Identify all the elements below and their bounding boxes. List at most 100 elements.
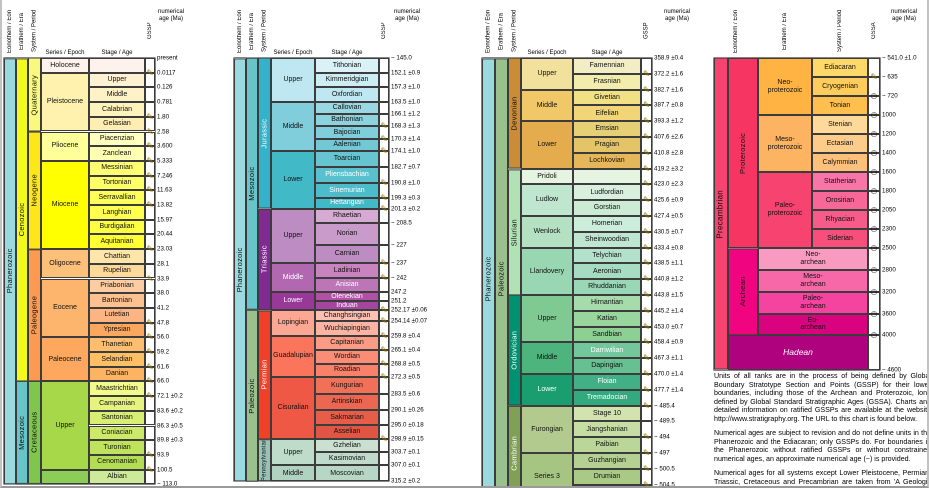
column-header-eon: Eonothem / Eon bbox=[237, 9, 243, 53]
gssp-strip-cell bbox=[145, 352, 155, 367]
gssp-marker-icon: ✎ bbox=[642, 178, 651, 189]
stage-cell: Telychian bbox=[573, 247, 641, 264]
age-label: 443.8 ±1.5 bbox=[654, 291, 684, 299]
gssp-strip-cell bbox=[868, 335, 880, 370]
gssp-strip-cell bbox=[145, 293, 155, 308]
gssa-clock-icon: ◷ bbox=[870, 264, 878, 274]
series-cell: Middle bbox=[271, 263, 315, 293]
gssp-marker-icon: ✎ bbox=[642, 241, 651, 252]
era-cell: Cenozoic bbox=[16, 58, 28, 382]
stage-cell: Darriwilian bbox=[573, 342, 641, 359]
gssp-strip-cell bbox=[379, 126, 389, 139]
stage-cell: Roadian bbox=[315, 363, 379, 377]
gssp-strip-cell bbox=[379, 223, 389, 245]
column-header-period: System / Period bbox=[837, 9, 843, 53]
age-label: 174.1 ±1.0 bbox=[391, 147, 421, 155]
period-cell: Ordovician bbox=[508, 295, 521, 406]
stage-cell: Aalenian bbox=[315, 138, 379, 152]
gssp-strip-cell bbox=[145, 234, 155, 250]
era-cell: Proterozoic bbox=[728, 58, 758, 248]
series-cell: Upper bbox=[271, 208, 315, 264]
column-header-age: numerical age (Ma) bbox=[393, 9, 420, 22]
gssp-strip-cell bbox=[641, 73, 652, 90]
age-label: 182.7 ±0.7 bbox=[391, 163, 421, 171]
gssp-strip-cell bbox=[379, 292, 389, 301]
gssp-strip-cell bbox=[379, 394, 389, 411]
gssp-marker-icon: ✎ bbox=[642, 273, 651, 284]
gssp-strip-cell bbox=[641, 279, 652, 295]
column-header-era: Erathem / Era bbox=[249, 12, 255, 50]
stage-cell: Givetian bbox=[573, 89, 641, 106]
age-label: ~ 242 bbox=[391, 274, 407, 282]
gssp-strip-cell bbox=[379, 244, 389, 264]
note-paragraph: Units of all ranks are in the process of… bbox=[714, 372, 929, 423]
gssp-strip-cell bbox=[145, 175, 155, 191]
gssp-strip-cell bbox=[145, 249, 155, 264]
gssa-clock-icon: ◷ bbox=[870, 308, 878, 318]
gssp-marker-icon: ✎ bbox=[146, 375, 154, 386]
gssa-clock-icon: ◷ bbox=[870, 109, 878, 119]
gssp-strip-cell bbox=[379, 424, 389, 440]
stage-cell: Middle bbox=[89, 87, 145, 103]
gssp-strip-cell bbox=[641, 200, 652, 216]
gssp-strip-cell bbox=[641, 468, 652, 485]
gssp-strip-cell bbox=[379, 410, 389, 425]
column-header-period: System / Period bbox=[31, 9, 38, 53]
gssp-marker-icon: ✎ bbox=[380, 304, 388, 315]
gssp-strip-cell bbox=[868, 210, 880, 229]
stage-cell: Kimmeridgian bbox=[315, 72, 379, 88]
column-header-series: Series / Epoch bbox=[273, 50, 313, 56]
stage-cell: Sakmarian bbox=[315, 410, 379, 425]
age-label: ~ 720 bbox=[882, 92, 898, 100]
age-label: 152.1 ±0.9 bbox=[391, 69, 421, 77]
gssa-clock-icon: ◷ bbox=[870, 128, 878, 138]
age-label: 445.2 ±1.4 bbox=[654, 307, 684, 315]
gssp-strip-cell bbox=[868, 248, 880, 270]
series-cell: Neo- archean bbox=[758, 248, 868, 270]
series-cell: Wenlock bbox=[521, 216, 573, 248]
age-label: 2500 bbox=[882, 244, 896, 252]
stage-cell: Stage 5 bbox=[573, 484, 641, 486]
stage-cell: Aquitanian bbox=[89, 234, 145, 250]
gssp-strip-cell bbox=[379, 183, 389, 198]
eon-cell: Phanerozoic bbox=[234, 58, 246, 482]
age-label: 265.1 ±0.4 bbox=[391, 346, 421, 354]
stage-cell: Siderian bbox=[812, 229, 868, 248]
age-label: 458.4 ±0.9 bbox=[654, 338, 684, 346]
gssp-marker-icon: ✎ bbox=[380, 120, 388, 131]
panel-header: Eonothem / Eon Erathem / Era System / Peri… bbox=[482, 6, 704, 58]
gssp-strip-cell bbox=[145, 381, 155, 397]
gssp-marker-icon: ✎ bbox=[146, 184, 154, 195]
gssa-clock-icon: ◷ bbox=[870, 330, 878, 340]
gssa-clock-icon: ◷ bbox=[870, 147, 878, 157]
gssp-strip-cell bbox=[145, 410, 155, 426]
gssp-marker-icon: ✎ bbox=[380, 315, 388, 326]
stage-cell: Eifelian bbox=[573, 105, 641, 122]
series-cell: Series 3 bbox=[521, 453, 573, 486]
period-cell: Cretaceous bbox=[28, 381, 41, 485]
age-label: 89.8 ±0.3 bbox=[157, 436, 183, 444]
panel-header: Eonothem / Eon Erathem / Era System / Peri… bbox=[234, 6, 427, 58]
series-cell: Pridoli bbox=[521, 168, 573, 185]
gssp-marker-icon: ✎ bbox=[870, 71, 878, 82]
gssp-strip-cell bbox=[379, 363, 389, 377]
gssp-strip-cell bbox=[641, 437, 652, 453]
stage-cell: Rupelian bbox=[89, 263, 145, 279]
series-cell: Upper bbox=[271, 58, 315, 102]
age-label: 254.14 ±0.07 bbox=[391, 317, 428, 325]
gssp-marker-icon: ✎ bbox=[380, 145, 388, 156]
age-label: 382.7 ±1.6 bbox=[654, 86, 684, 94]
age-label: 59.2 bbox=[157, 348, 170, 356]
age-label: 477.7 ±1.4 bbox=[654, 386, 684, 394]
period-cell: Paleogene bbox=[28, 249, 41, 382]
series-cell: Eocene bbox=[41, 278, 89, 338]
gssa-clock-icon: ◷ bbox=[870, 204, 878, 214]
stage-cell: Drumian bbox=[573, 468, 641, 485]
gssp-marker-icon: ✎ bbox=[146, 463, 154, 474]
gssp-marker-icon: ✎ bbox=[642, 368, 651, 379]
age-label: 20.44 bbox=[157, 230, 173, 238]
stage-cell: Sheinwoodian bbox=[573, 231, 641, 248]
age-label: 61.6 bbox=[157, 363, 170, 371]
gssp-strip-cell bbox=[641, 405, 652, 422]
stage-cell: Pragian bbox=[573, 137, 641, 153]
